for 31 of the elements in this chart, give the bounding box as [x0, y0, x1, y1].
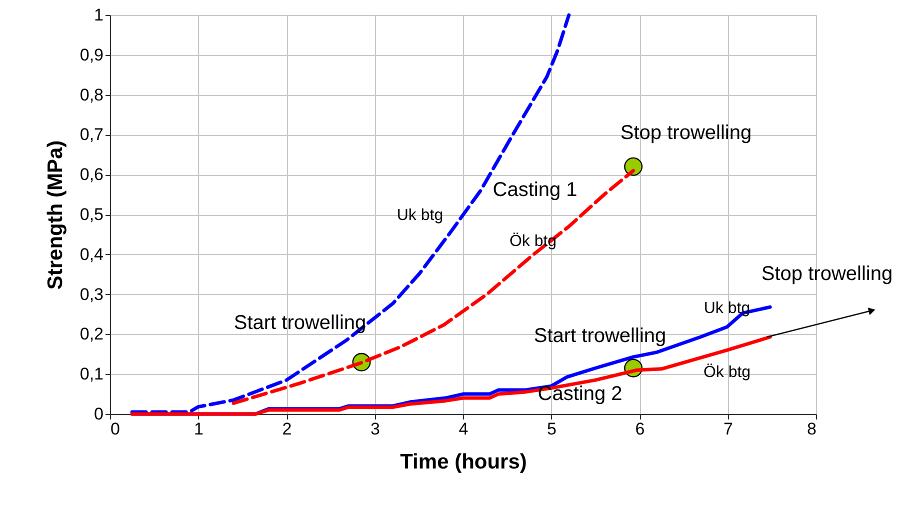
x-axis-title: Time (hours) [400, 450, 527, 474]
annotation: Ök btg [703, 363, 751, 381]
y-axis-title: Strength (MPa) [44, 140, 67, 290]
y-tick-label: 0,9 [80, 45, 104, 64]
y-tick-label: 0,8 [80, 85, 104, 104]
y-tick-label: 0,2 [80, 324, 104, 344]
annotation: Casting 1 [492, 179, 578, 201]
x-tick-label: 6 [635, 420, 645, 438]
y-tick-label: 0,4 [80, 244, 104, 264]
x-tick-label: 1 [194, 420, 204, 438]
annotation: Casting 2 [538, 383, 622, 405]
y-tick-label: 1 [94, 6, 104, 24]
y-tick-label: 0 [94, 404, 104, 424]
x-tick-label: 0 [110, 420, 120, 438]
x-tick-label: 8 [807, 420, 816, 438]
x-tick-label: 2 [282, 420, 292, 438]
annotation: Uk btg [704, 300, 750, 317]
x-tick-label: 4 [458, 420, 468, 438]
y-tick-label: 0,3 [80, 284, 104, 304]
y-tick-label: 0,1 [80, 364, 104, 384]
annotation: Stop trowelling [761, 263, 893, 285]
y-tick-label: 0,5 [80, 205, 104, 224]
y-tick-label: 0,6 [80, 165, 104, 184]
annotation: Stop trowelling [620, 122, 752, 144]
annotation: Start trowelling [534, 325, 666, 347]
annotation: Uk btg [396, 207, 444, 224]
x-tick-label: 7 [724, 420, 733, 438]
annotation: Start trowelling [234, 312, 366, 334]
y-tick-label: 0,7 [80, 125, 104, 144]
x-tick-label: 3 [370, 420, 380, 438]
x-tick-label: 5 [547, 420, 556, 438]
